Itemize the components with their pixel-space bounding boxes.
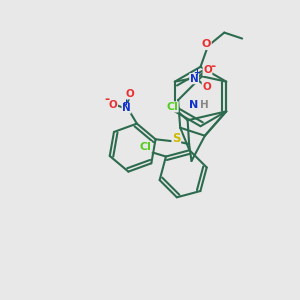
Text: S: S xyxy=(172,132,181,145)
Text: O: O xyxy=(125,89,134,99)
Text: O: O xyxy=(202,40,211,50)
Text: Cl: Cl xyxy=(140,142,152,152)
Text: N: N xyxy=(122,103,131,113)
Text: H: H xyxy=(200,100,209,110)
Text: -: - xyxy=(104,93,109,106)
Text: +: + xyxy=(122,98,129,107)
Text: N: N xyxy=(190,74,199,84)
Text: N: N xyxy=(189,100,199,110)
Text: O: O xyxy=(203,65,212,75)
Text: O: O xyxy=(202,82,211,92)
Text: -: - xyxy=(210,60,215,73)
Text: +: + xyxy=(193,68,200,76)
Text: O: O xyxy=(109,100,118,110)
Text: Cl: Cl xyxy=(166,102,178,112)
